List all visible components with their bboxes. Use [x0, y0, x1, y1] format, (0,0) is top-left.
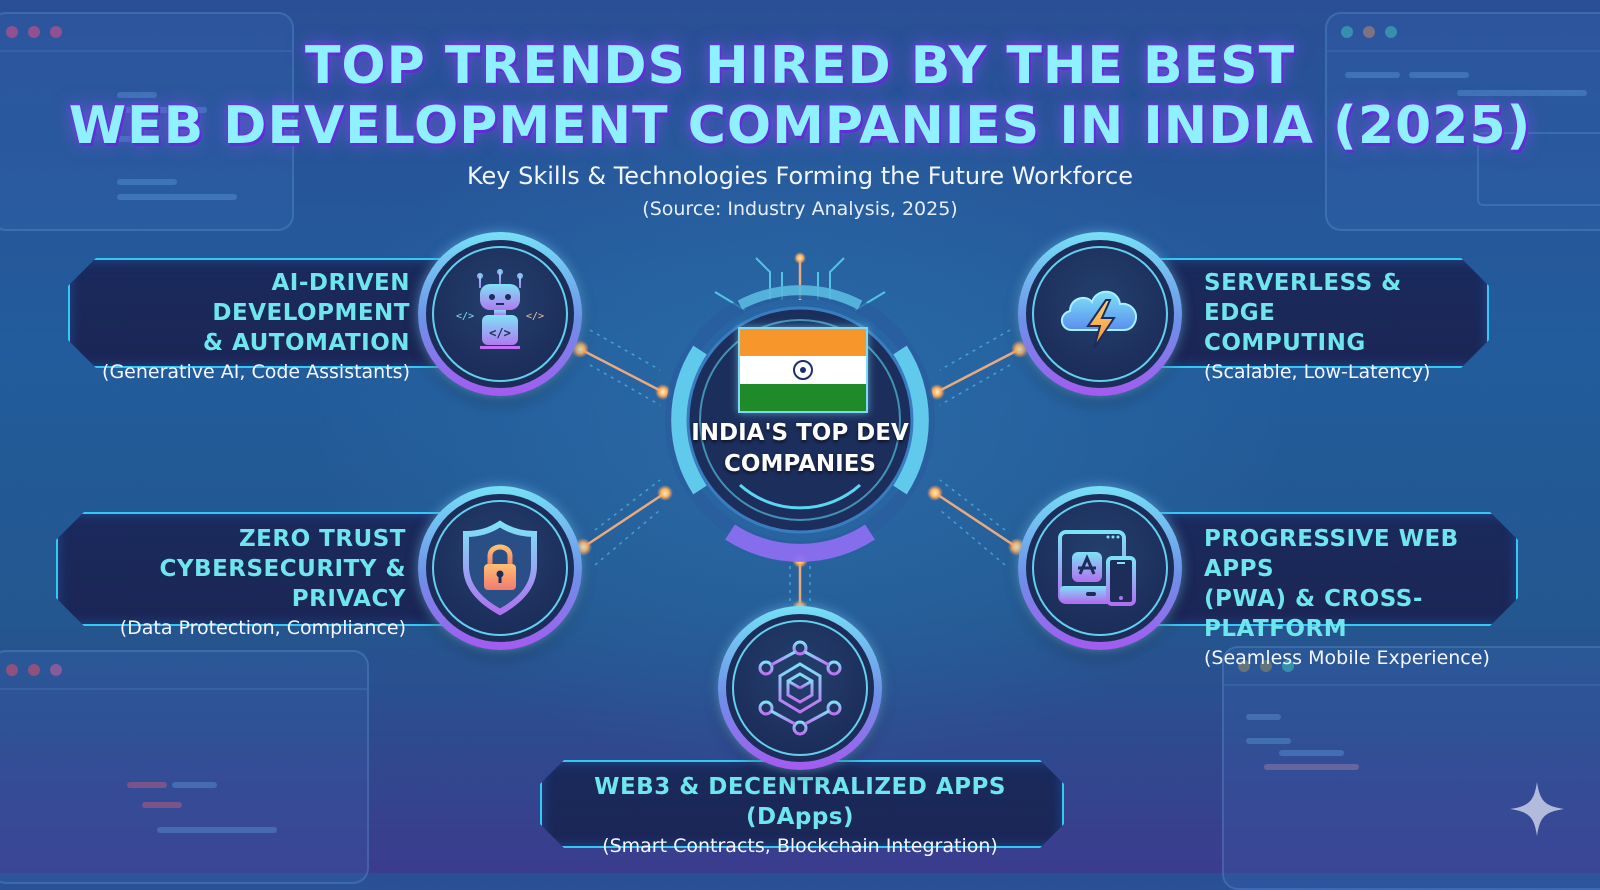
india-flag	[738, 327, 868, 413]
trend-title-pwa-2: (PWA) & CROSS-PLATFORM	[1204, 586, 1423, 642]
trend-detail-zerotrust: (Data Protection, Compliance)	[119, 617, 406, 639]
trend-text-zerotrust: ZERO TRUST CYBERSECURITY & PRIVACY (Data…	[70, 524, 406, 642]
trend-title-ai-2: & AUTOMATION	[202, 330, 410, 356]
tablet-phone-app-icon	[1058, 530, 1136, 606]
trend-title-ai-1: AI-DRIVEN DEVELOPMENT	[212, 270, 410, 326]
bg-window-top-left	[0, 12, 294, 231]
hub-label: INDIA'S TOP DEV COMPANIES	[660, 418, 940, 480]
bg-window-top-right	[1325, 12, 1600, 231]
trend-title-web3: WEB3 & DECENTRALIZED APPS (DApps)	[594, 774, 1006, 830]
trend-badge-ai: </> </> </>	[418, 232, 582, 396]
hub-label-line-2: COMPANIES	[724, 451, 876, 477]
trend-badge-serverless	[1018, 232, 1182, 396]
svg-text:</>: </>	[456, 311, 474, 322]
ashoka-chakra-icon	[793, 360, 813, 380]
trend-title-pwa-1: PROGRESSIVE WEB APPS	[1204, 526, 1459, 582]
trend-text-serverless: SERVERLESS & EDGE COMPUTING (Scalable, L…	[1204, 268, 1474, 386]
trend-detail-serverless: (Scalable, Low-Latency)	[1204, 361, 1431, 383]
trend-detail-ai: (Generative AI, Code Assistants)	[102, 361, 410, 383]
page-title-line-2: WEB DEVELOPMENT COMPANIES IN INDIA (2025…	[68, 95, 1532, 157]
trend-title-zerotrust-2: CYBERSECURITY & PRIVACY	[159, 556, 406, 612]
trend-text-web3: WEB3 & DECENTRALIZED APPS (DApps) (Smart…	[540, 772, 1060, 860]
svg-text:</>: </>	[489, 326, 511, 340]
blockchain-cube-icon	[758, 640, 842, 736]
robot-code-icon: </> </> </>	[456, 269, 544, 349]
source-note: (Source: Industry Analysis, 2025)	[642, 198, 958, 220]
trend-badge-pwa	[1018, 486, 1182, 650]
shield-lock-icon	[463, 520, 537, 616]
hub-label-line-1: INDIA'S TOP DEV	[691, 420, 909, 446]
trend-detail-pwa: (Seamless Mobile Experience)	[1204, 647, 1490, 669]
trend-title-serverless-1: SERVERLESS & EDGE	[1204, 270, 1402, 326]
svg-text:</>: </>	[526, 311, 544, 322]
trend-badge-zerotrust	[418, 486, 582, 650]
trend-badge-web3	[718, 606, 882, 770]
cloud-lightning-icon	[1061, 290, 1138, 349]
page-subtitle: Key Skills & Technologies Forming the Fu…	[466, 162, 1134, 190]
trend-text-pwa: PROGRESSIVE WEB APPS (PWA) & CROSS-PLATF…	[1204, 524, 1524, 672]
page-title-line-1: TOP TRENDS HIRED BY THE BEST	[304, 35, 1296, 97]
trend-text-ai: AI-DRIVEN DEVELOPMENT & AUTOMATION (Gene…	[80, 268, 410, 386]
trend-title-zerotrust-1: ZERO TRUST	[239, 526, 406, 552]
sparkle-icon	[1509, 781, 1565, 837]
trend-detail-web3: (Smart Contracts, Blockchain Integration…	[602, 835, 998, 857]
trend-title-serverless-2: COMPUTING	[1204, 330, 1366, 356]
